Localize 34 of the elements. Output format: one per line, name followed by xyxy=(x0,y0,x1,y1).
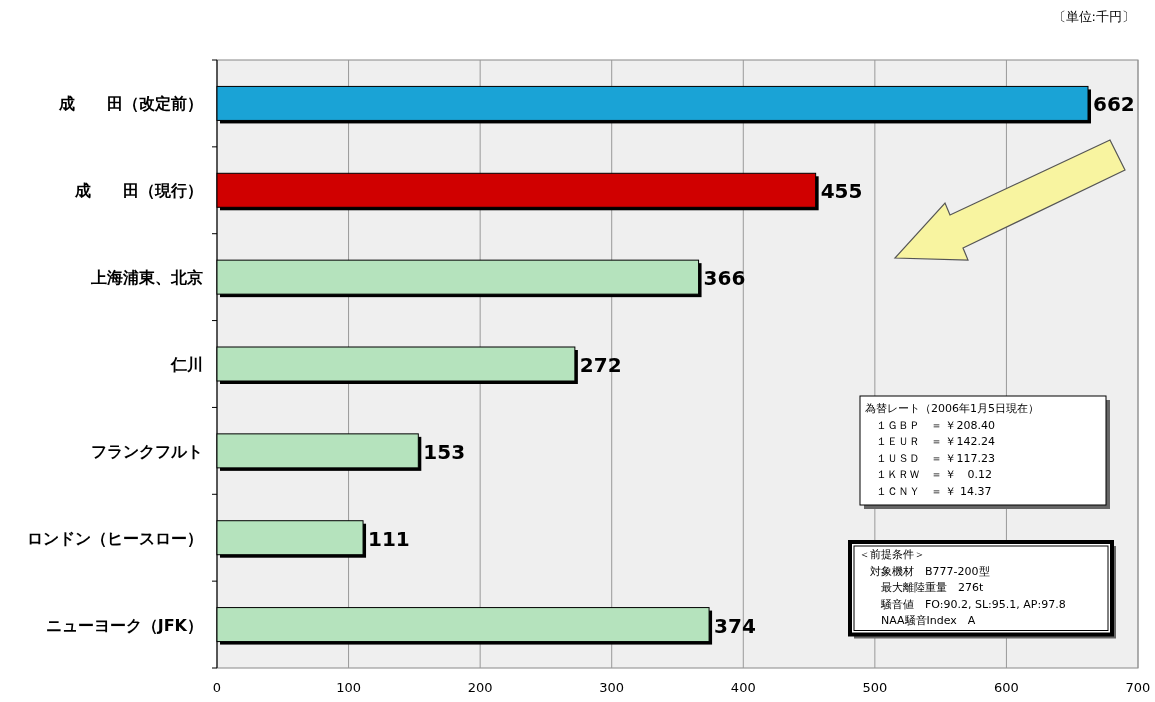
annotation: １ＧＢＰ ＝ ￥208.40 xyxy=(865,418,995,432)
y-tick-label: 上海浦東、北京 xyxy=(90,268,203,288)
annotation: 最大離陸重量 276t xyxy=(859,581,984,594)
annotation: １ＥＵＲ ＝ ￥142.24 xyxy=(865,435,995,448)
data-label: 272 xyxy=(579,353,622,377)
y-tick-label: ニューヨーク（JFK） xyxy=(45,615,203,635)
y-tick-label: フランクフルト xyxy=(91,441,203,461)
annotation: １ＫＲＷ ＝ ￥ 0.12 xyxy=(865,468,992,481)
y-tick-label: 成 田（現行） xyxy=(74,181,203,201)
annotation: NAA騒音Index A xyxy=(859,614,976,627)
data-label: 662 xyxy=(1093,92,1135,117)
data-label: 366 xyxy=(703,266,746,291)
annotation: 対象機材 B777-200型 xyxy=(859,564,990,578)
annotation: 為替レート（2006年1月5日現在） xyxy=(865,402,1039,415)
annotation: ＜前提条件＞ xyxy=(859,548,925,561)
y-tick-label: 成 田（改定前） xyxy=(58,94,203,114)
x-tick-label: 0 xyxy=(212,680,222,695)
annotation: 騒音値 FO:90.2, SL:95.1, AP:97.8 xyxy=(859,597,1066,611)
y-tick-label: ロンドン（ヒースロー） xyxy=(27,528,203,548)
x-tick-label: 100 xyxy=(336,680,361,695)
x-tick-label: 200 xyxy=(467,680,493,695)
data-label: 455 xyxy=(820,179,863,204)
data-label: 374 xyxy=(714,613,756,638)
text: 〔単位:千円〕 xyxy=(1052,9,1135,24)
x-tick-label: 700 xyxy=(1125,680,1151,695)
data-label: 153 xyxy=(423,439,466,464)
data-label: 111 xyxy=(368,526,410,551)
annotation: １ＣＮＹ ＝ ￥ 14.37 xyxy=(865,484,992,498)
x-tick-label: 600 xyxy=(994,680,1019,695)
x-tick-label: 500 xyxy=(862,680,888,695)
x-tick-label: 400 xyxy=(730,680,756,695)
annotation: １ＵＳＤ ＝ ￥117.23 xyxy=(865,451,995,465)
y-tick-label: 仁川 xyxy=(170,355,203,374)
x-tick-label: 300 xyxy=(599,680,625,695)
